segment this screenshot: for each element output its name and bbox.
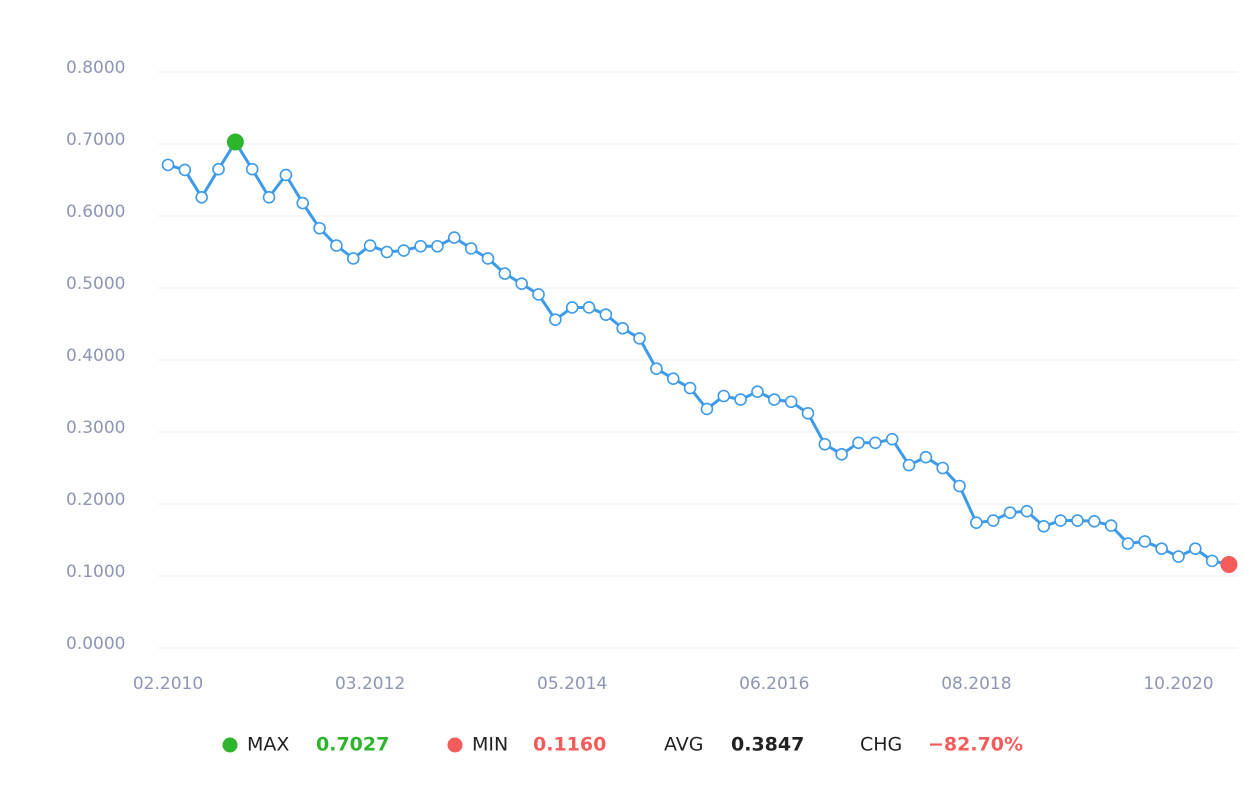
point: [532, 288, 545, 301]
point: [767, 393, 781, 406]
point: [970, 516, 983, 530]
stat-label: AVG: [664, 734, 704, 756]
point: [380, 245, 394, 259]
point: [1121, 537, 1135, 550]
point: [1205, 554, 1219, 568]
point: [481, 252, 495, 265]
point: [464, 242, 478, 255]
point: [262, 190, 276, 204]
point: [279, 168, 293, 182]
x-tick-label: 06.2016: [739, 674, 809, 694]
y-tick-label: 0.5000: [66, 274, 125, 294]
point: [1172, 550, 1185, 563]
extreme-point: [1220, 555, 1238, 573]
point: [919, 450, 933, 464]
point: [1020, 504, 1034, 518]
point: [448, 231, 461, 244]
point: [565, 301, 579, 314]
point: [178, 163, 192, 177]
point: [397, 244, 411, 257]
stat-label: MAX: [247, 734, 289, 756]
point: [1138, 535, 1152, 548]
point: [498, 267, 512, 280]
point: [818, 437, 832, 451]
x-tick-label: 10.2020: [1143, 674, 1213, 694]
stat-value: 0.3847: [731, 734, 804, 756]
extreme-point: [226, 133, 244, 151]
point: [346, 252, 360, 265]
point: [784, 395, 798, 409]
point: [852, 436, 865, 450]
point: [801, 406, 815, 420]
point: [1037, 520, 1051, 533]
point: [313, 221, 326, 235]
point: [195, 190, 208, 204]
point: [751, 385, 764, 398]
point: [1155, 542, 1168, 555]
point: [700, 402, 714, 416]
line: [167, 140, 1230, 566]
point: [414, 239, 427, 253]
point: [650, 362, 663, 375]
point: [1071, 514, 1084, 527]
y-tick-label: 0.2000: [66, 490, 125, 510]
stat-value: 0.1160: [533, 734, 606, 756]
point: [885, 432, 899, 446]
y-tick-label: 0.6000: [66, 202, 125, 222]
x-tick-label: 08.2018: [941, 674, 1011, 694]
point: [363, 239, 377, 252]
point: [549, 313, 562, 326]
y-tick-label: 0.3000: [66, 418, 125, 438]
y-tick-label: 0.0000: [66, 634, 125, 654]
point: [212, 162, 225, 176]
y-tick-label: 0.8000: [66, 58, 125, 78]
point: [1104, 519, 1118, 532]
point: [835, 448, 848, 461]
x-tick-label: 05.2014: [537, 674, 607, 694]
stat-value: 0.7027: [316, 734, 389, 756]
y-tick-label: 0.4000: [66, 346, 125, 366]
point: [245, 162, 259, 176]
stat-label: CHG: [860, 734, 902, 756]
point: [1054, 514, 1067, 527]
point: [330, 239, 343, 252]
point: [936, 461, 949, 475]
point: [515, 277, 528, 290]
stat-label: MIN: [472, 734, 508, 756]
point: [616, 322, 630, 335]
legend-dot: [447, 737, 463, 753]
point: [1003, 506, 1017, 519]
point: [734, 393, 747, 406]
point: [1189, 542, 1202, 555]
point: [869, 436, 882, 450]
stat-value: −82.70%: [928, 734, 1023, 756]
point: [986, 514, 1000, 527]
point: [582, 301, 596, 314]
point: [161, 158, 175, 172]
x-tick-label: 03.2012: [335, 674, 405, 694]
x-tick-label: 02.2010: [133, 674, 203, 694]
y-tick-label: 0.1000: [66, 562, 125, 582]
point: [599, 308, 613, 321]
point: [666, 372, 680, 386]
point: [717, 389, 731, 403]
point: [633, 332, 646, 345]
point: [431, 239, 444, 253]
point: [1087, 514, 1101, 528]
legend-dot: [222, 737, 238, 753]
point: [296, 196, 310, 210]
point: [902, 458, 916, 472]
point: [953, 479, 966, 493]
point: [683, 381, 697, 395]
y-tick-label: 0.7000: [66, 130, 125, 150]
